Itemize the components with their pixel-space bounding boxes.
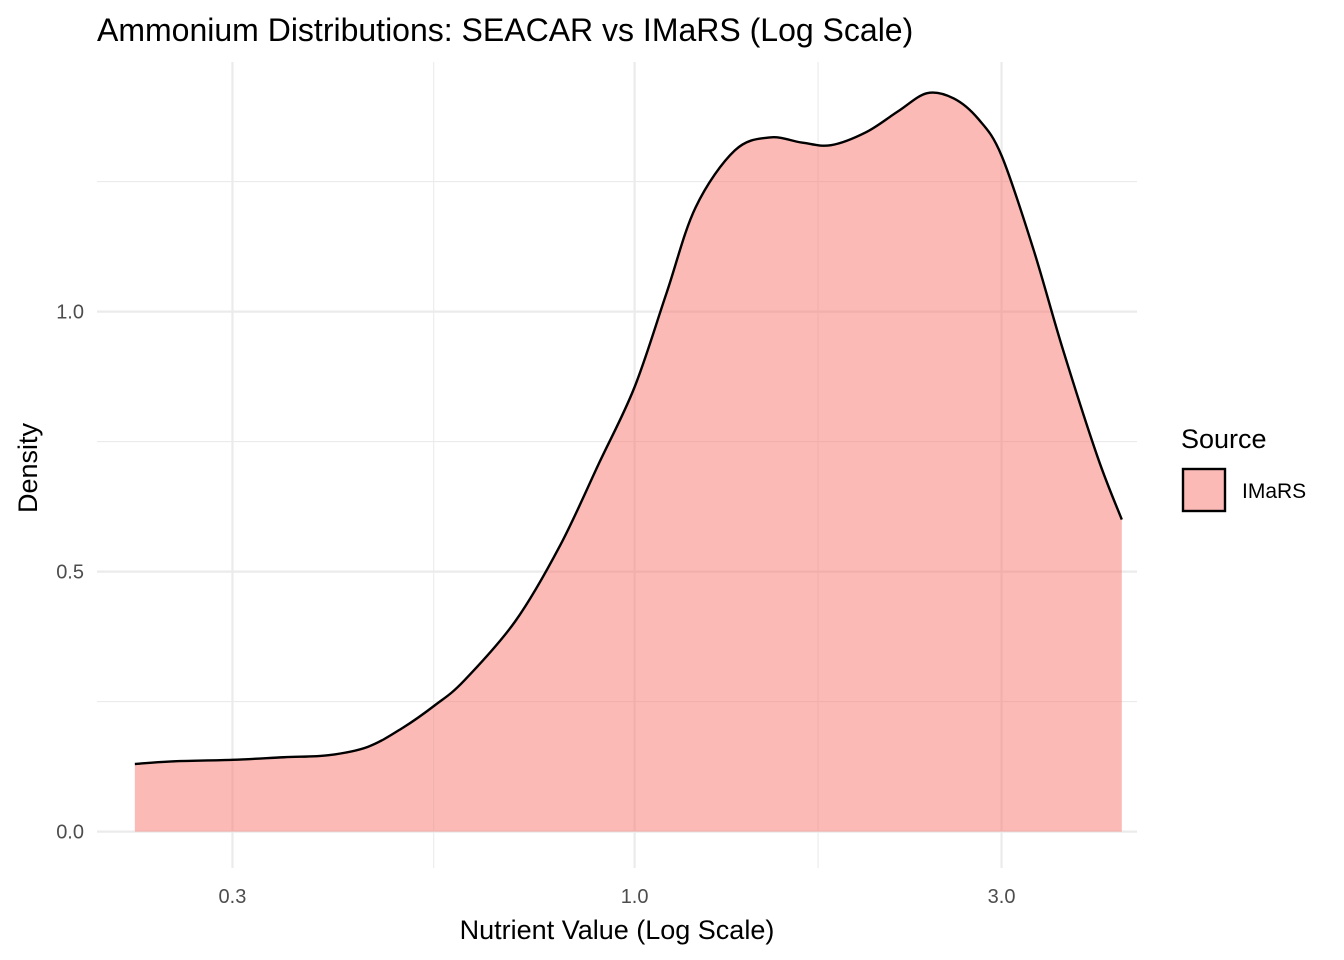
y-tick-label: 0.5: [56, 562, 84, 584]
plot-panel: [97, 62, 1137, 868]
y-tick-label: 0.0: [56, 822, 84, 844]
legend-key-imars: [1181, 467, 1227, 513]
legend-title: Source: [1181, 424, 1267, 454]
y-tick-label: 1.0: [56, 302, 84, 324]
x-tick-label: 3.0: [988, 886, 1016, 908]
x-tick-label: 1.0: [621, 886, 649, 908]
chart-title: Ammonium Distributions: SEACAR vs IMaRS …: [97, 12, 913, 48]
x-axis-title: Nutrient Value (Log Scale): [460, 915, 775, 945]
y-axis-ticks: 0.0 0.5 1.0: [56, 302, 84, 844]
density-area: [134, 92, 1122, 832]
y-axis-title: Density: [13, 422, 43, 513]
legend: Source IMaRS: [1181, 424, 1306, 513]
legend-label-imars: IMaRS: [1242, 480, 1306, 503]
density-line: [134, 91, 1123, 766]
x-tick-label: 0.3: [219, 886, 247, 908]
x-axis-ticks: 0.3 1.0 3.0: [219, 886, 1016, 908]
